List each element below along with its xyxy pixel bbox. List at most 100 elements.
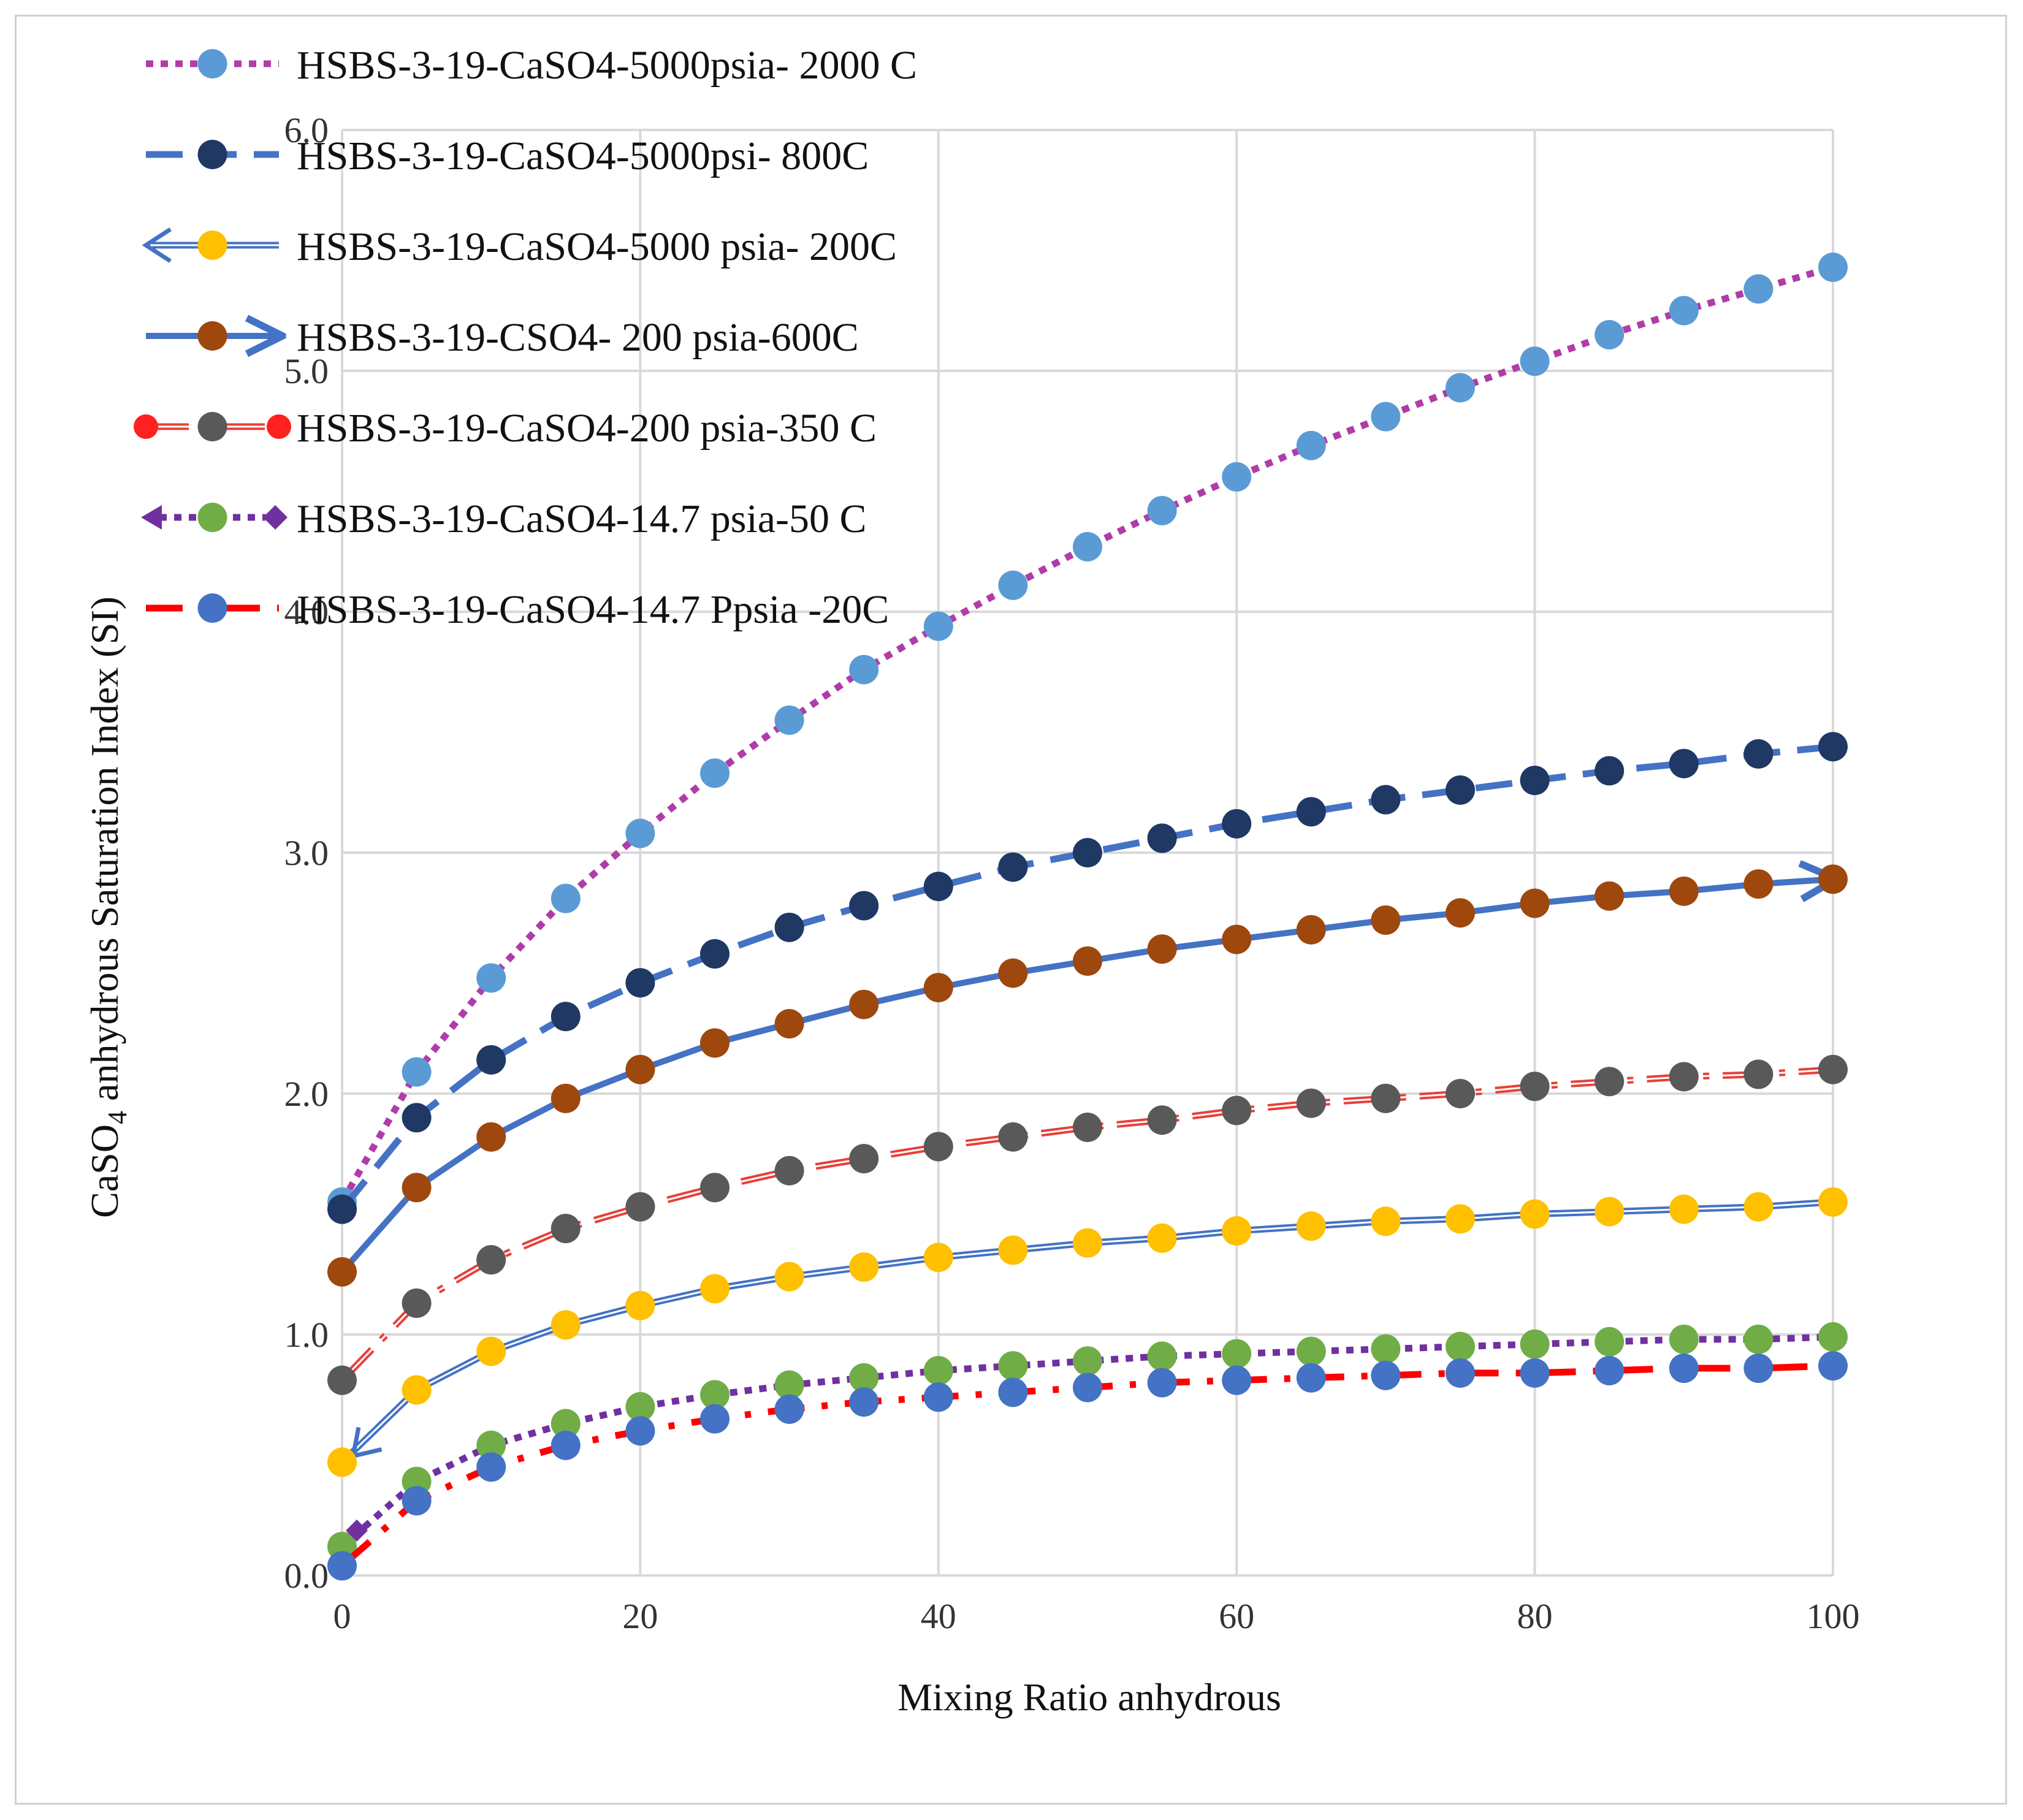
data-point xyxy=(1296,1211,1326,1241)
data-point xyxy=(327,1551,357,1581)
data-point xyxy=(1594,1327,1625,1357)
data-point xyxy=(1446,775,1475,805)
series-5 xyxy=(327,1054,1848,1395)
data-point xyxy=(700,758,730,788)
data-point xyxy=(476,1245,506,1275)
data-point xyxy=(923,973,953,1003)
series-line xyxy=(339,743,1834,1212)
data-point xyxy=(1743,1059,1773,1089)
data-point xyxy=(1147,1368,1177,1398)
data-point xyxy=(625,818,655,848)
series-1 xyxy=(327,253,1848,1217)
data-point xyxy=(402,1486,432,1516)
data-point xyxy=(998,852,1028,882)
legend-item: HSBS-3-19-CaSO4-5000psi- 800C xyxy=(146,134,869,178)
data-point xyxy=(849,989,879,1019)
data-point xyxy=(625,1416,655,1446)
data-point xyxy=(849,1363,879,1393)
data-point xyxy=(327,1257,357,1287)
data-point xyxy=(923,872,953,902)
data-point xyxy=(1818,253,1848,283)
legend-label: HSBS-3-19-CaSO4-5000psi- 800C xyxy=(297,134,869,178)
data-point xyxy=(625,1290,655,1320)
legend-diamond xyxy=(263,505,288,530)
legend-item: HSBS-3-19-CaSO4-200 psia-350 C xyxy=(134,406,877,451)
y-axis-title: CaSO4 anhydrous Saturation Index (SI) xyxy=(83,596,132,1218)
legend-label: HSBS-3-19-CaSO4-14.7 Ppsia -20C xyxy=(297,587,889,632)
data-point xyxy=(1296,1336,1326,1366)
legend: HSBS-3-19-CaSO4-5000psia- 2000 C HSBS-3-1… xyxy=(134,43,917,632)
data-point xyxy=(1147,934,1177,964)
x-tick-label: 60 xyxy=(1219,1596,1254,1636)
data-point xyxy=(998,1122,1028,1152)
legend-arrow xyxy=(142,227,172,263)
legend-label: HSBS-3-19-CaSO4-14.7 psia-50 C xyxy=(297,497,867,541)
data-point xyxy=(1520,888,1550,918)
data-point xyxy=(998,1377,1028,1407)
data-point xyxy=(1296,797,1326,827)
data-point xyxy=(476,1452,506,1482)
legend-marker xyxy=(197,230,227,260)
data-point xyxy=(551,883,581,913)
data-point xyxy=(923,1132,953,1162)
legend-item: HSBS-3-19-CaSO4-5000 psia- 200C xyxy=(142,224,897,269)
data-point xyxy=(1073,838,1102,867)
legend-end-dot xyxy=(134,414,158,439)
chart-frame xyxy=(15,15,2007,1805)
data-point xyxy=(1446,1204,1475,1234)
data-point xyxy=(1371,1360,1401,1390)
data-point xyxy=(700,1028,730,1058)
series-4 xyxy=(327,864,1848,1287)
data-point xyxy=(625,1392,655,1422)
data-point xyxy=(1818,864,1848,894)
data-point xyxy=(1296,915,1326,945)
data-point xyxy=(923,611,953,641)
data-point xyxy=(402,1288,432,1318)
plot-area xyxy=(327,253,1848,1581)
legend-label: HSBS-3-19-CaSO4-5000 psia- 200C xyxy=(297,224,897,269)
data-point xyxy=(923,1355,953,1385)
legend-label: HSBS-3-19-CSO4- 200 psia-600C xyxy=(297,315,859,360)
data-point xyxy=(476,963,506,993)
data-point xyxy=(1147,1341,1177,1371)
series-line xyxy=(339,264,1834,1204)
data-point xyxy=(998,1351,1028,1381)
data-point xyxy=(1147,1105,1177,1135)
data-point xyxy=(1073,531,1102,562)
data-point xyxy=(849,891,879,921)
data-point xyxy=(402,1173,432,1203)
data-point xyxy=(551,1409,581,1439)
data-point xyxy=(1446,1079,1475,1108)
data-point xyxy=(774,1394,804,1424)
series-7 xyxy=(327,1351,1848,1581)
data-point xyxy=(1743,1324,1773,1354)
data-point xyxy=(1222,1095,1252,1125)
x-tick-label: 80 xyxy=(1517,1596,1553,1636)
data-point xyxy=(625,1192,655,1222)
data-point xyxy=(1669,1062,1699,1092)
legend-arrow-left xyxy=(141,505,162,530)
x-tick-label: 20 xyxy=(622,1596,658,1636)
data-point xyxy=(849,1252,879,1282)
data-point xyxy=(1371,1206,1401,1236)
x-tick-label: 40 xyxy=(921,1596,956,1636)
data-point xyxy=(1520,1358,1550,1388)
y-tick-label: 6.0 xyxy=(284,110,329,150)
data-point xyxy=(476,1336,506,1366)
data-point xyxy=(1520,1199,1550,1229)
data-point xyxy=(1669,876,1699,906)
data-point xyxy=(1594,320,1625,350)
legend-item: HSBS-3-19-CaSO4-5000psia- 2000 C xyxy=(146,43,917,88)
data-point xyxy=(1818,1351,1848,1381)
data-point xyxy=(923,1243,953,1273)
data-point xyxy=(1446,373,1475,403)
data-point xyxy=(700,1274,730,1304)
data-point xyxy=(1818,732,1848,762)
data-point xyxy=(700,939,730,969)
data-point xyxy=(774,705,804,735)
y-tick-label: 4.0 xyxy=(284,592,329,632)
data-point xyxy=(1296,430,1326,460)
data-point xyxy=(1669,1324,1699,1354)
data-point xyxy=(1743,1354,1773,1384)
